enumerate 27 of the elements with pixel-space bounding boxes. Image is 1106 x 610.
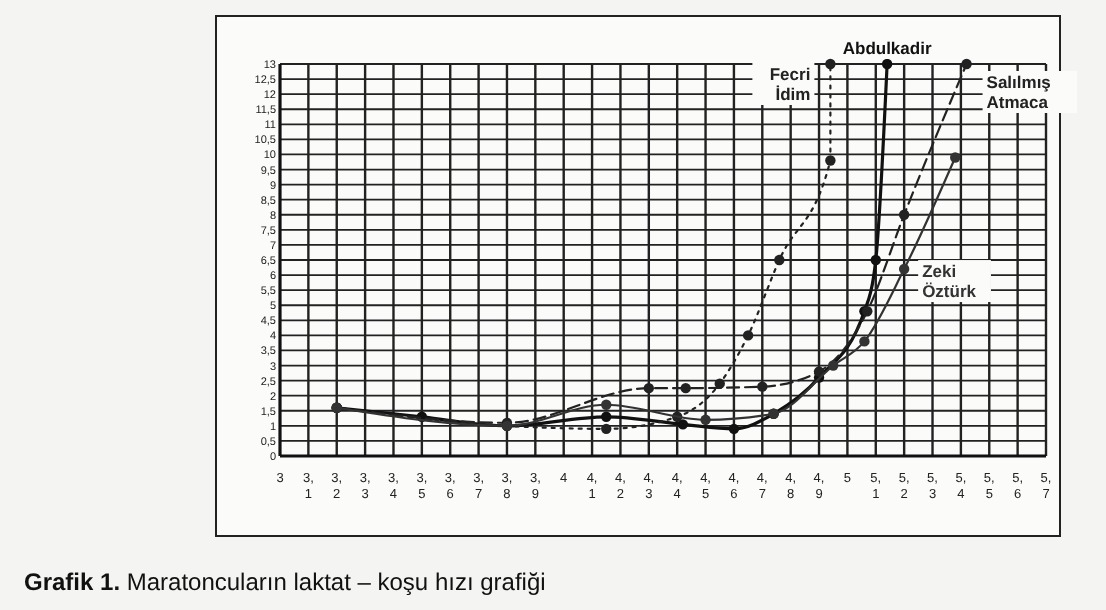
point [601,423,612,435]
point [813,366,825,377]
text: Grafik 1. Maratoncuların laktat – koşu hızı grafiği [24,568,546,596]
point [825,58,836,70]
point [961,58,972,70]
point [825,155,836,166]
point [601,411,612,422]
point [757,381,768,392]
point [680,382,691,394]
point [859,336,870,347]
point [881,58,893,70]
point [898,263,910,275]
point [950,152,961,163]
point [742,330,754,341]
point [898,209,910,220]
series-label: Zeki Öztürk [922,261,977,302]
point [870,254,881,266]
point [601,399,612,410]
series-label: Abdulkadir [842,38,933,58]
point [643,382,655,394]
series-label: Salılmış Atmaca [986,72,1052,112]
point [700,414,711,426]
point [677,419,689,430]
point [728,423,740,435]
point [828,360,839,371]
point [774,254,785,266]
series-label: Fecri İdim [769,64,812,104]
